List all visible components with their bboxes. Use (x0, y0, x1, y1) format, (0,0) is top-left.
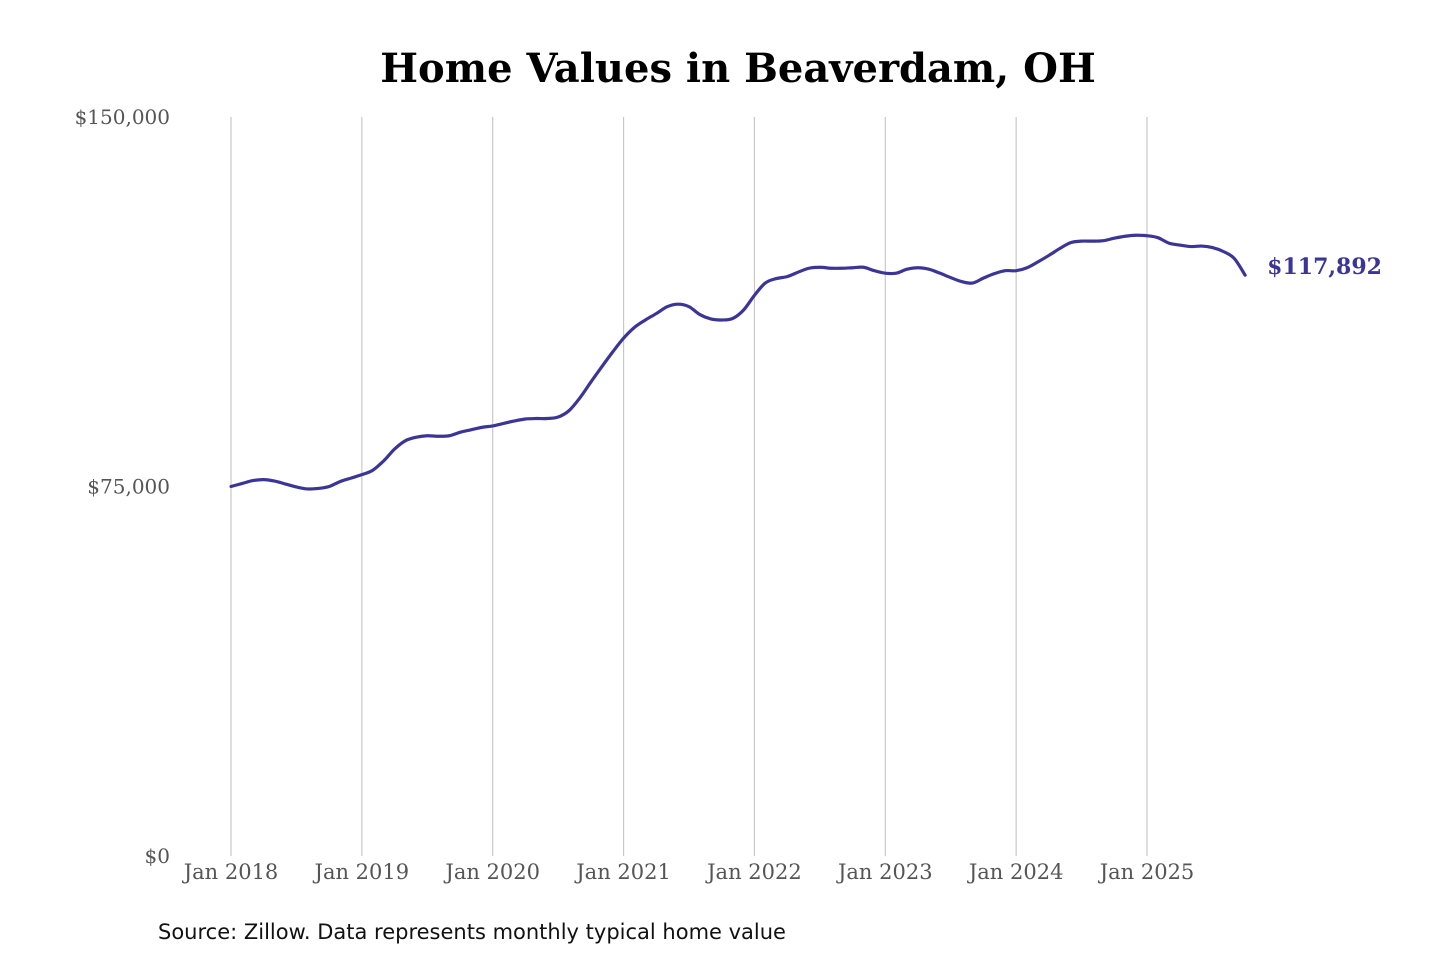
x-axis-ticks: Jan 2018 Jan 2019 Jan 2020 Jan 2021 Jan 2022… (182, 860, 1195, 884)
series-line (229, 233, 1247, 491)
x-tick-label: Jan 2024 (967, 860, 1064, 884)
source-note: Source: Zillow. Data represents monthly … (158, 920, 786, 944)
end-value-label: $117,892 (1267, 254, 1382, 280)
x-tick-label: Jan 2018 (182, 860, 279, 884)
x-tick-label: Jan 2025 (1098, 860, 1195, 884)
y-tick-label: $75,000 (87, 475, 170, 499)
chart-title: Home Values in Beaverdam, OH (380, 45, 1095, 92)
x-tick-label: Jan 2023 (836, 860, 933, 884)
x-tick-label: Jan 2019 (313, 860, 410, 884)
x-tick-label: Jan 2022 (705, 860, 802, 884)
x-tick-label: Jan 2021 (574, 860, 671, 884)
x-tick-label: Jan 2020 (443, 860, 540, 884)
y-tick-label: $150,000 (75, 105, 170, 129)
grid-layer (230, 117, 1148, 856)
y-tick-label: $0 (145, 844, 170, 868)
y-axis-ticks: $0 $75,000 $150,000 (75, 105, 170, 868)
